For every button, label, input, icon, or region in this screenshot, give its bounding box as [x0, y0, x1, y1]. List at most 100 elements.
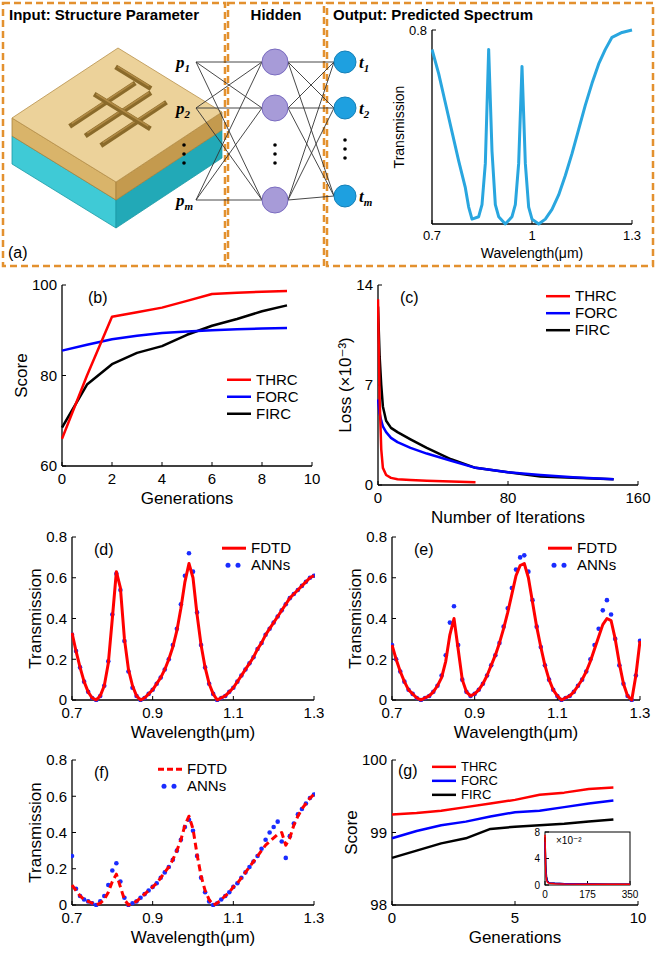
- legend-swatch: [222, 547, 246, 550]
- data-line: [545, 842, 630, 884]
- x-tick: [72, 901, 73, 905]
- y-tick: [392, 577, 396, 578]
- legend-swatch: [432, 794, 456, 797]
- legend-label: ANNs: [187, 777, 226, 794]
- metal-top: [12, 48, 222, 182]
- x-axis-title: Number of Iterations: [431, 508, 585, 527]
- connection: [196, 62, 262, 200]
- data-point: [601, 608, 606, 613]
- x-tick-label: 0.7: [423, 228, 441, 243]
- legend-label: FDTD: [187, 760, 227, 777]
- y-tick: [72, 832, 76, 833]
- x-tick: [112, 462, 113, 466]
- x-axis-title: Generations: [141, 489, 234, 508]
- ellipsis-dot: [273, 161, 277, 165]
- panel-letter: (f): [94, 764, 109, 781]
- y-axis-title: Transmission: [391, 86, 407, 169]
- y-tick-label: 8: [534, 827, 540, 838]
- data-point: [283, 856, 288, 861]
- ellipsis-dot: [343, 147, 347, 151]
- x-tick: [515, 901, 516, 905]
- x-tick: [262, 462, 263, 466]
- ellipsis-dot: [343, 138, 347, 142]
- data-line: [62, 291, 287, 439]
- data-line: [378, 399, 614, 479]
- node-label: tm: [359, 187, 373, 208]
- node-label: p1: [174, 53, 190, 74]
- legend-label: THRC: [461, 759, 497, 774]
- y-tick-label: 0.8: [366, 528, 387, 545]
- slit: [118, 68, 149, 87]
- data-line: [392, 788, 613, 815]
- legend-swatch: [158, 768, 182, 771]
- x-tick-label: 0: [374, 489, 382, 506]
- y-tick-label: 4: [534, 853, 540, 864]
- data-point: [609, 612, 614, 617]
- connection: [196, 62, 262, 108]
- y-tick-label: 0: [365, 476, 373, 493]
- ellipsis-dot: [273, 143, 277, 147]
- x-tick-label: 0.9: [464, 704, 485, 721]
- y-tick: [62, 466, 66, 467]
- hidden-node: [262, 95, 288, 121]
- x-axis: [392, 699, 640, 700]
- y-axis: [431, 30, 432, 224]
- y-tick: [392, 760, 396, 761]
- y-tick-label: 100: [32, 276, 57, 293]
- ellipsis-dot: [343, 156, 347, 160]
- data-line: [62, 328, 287, 351]
- plot-area: [62, 291, 287, 439]
- panel: 05109899100GenerationsScoreTHRCFORCFIRC(…: [342, 751, 646, 947]
- x-axis: [62, 465, 312, 466]
- plot-area: [391, 553, 641, 702]
- legend-swatch: [546, 295, 570, 298]
- x-tick-label: 0.9: [142, 704, 163, 721]
- y-tick: [62, 375, 66, 376]
- slit: [118, 67, 149, 86]
- data-point: [605, 598, 610, 603]
- connection: [196, 62, 262, 63]
- x-tick-label: 4: [158, 470, 166, 487]
- connection: [288, 62, 334, 108]
- x-tick: [474, 696, 475, 700]
- y-axis-title: Transmission: [26, 568, 45, 668]
- x-tick: [152, 696, 153, 700]
- y-tick: [392, 832, 396, 833]
- slit: [87, 93, 148, 134]
- y-tick-label: 0.8: [409, 23, 427, 38]
- x-tick: [212, 462, 213, 466]
- legend-label: FIRC: [575, 321, 610, 338]
- box-title: Output: Predicted Spectrum: [333, 6, 533, 23]
- y-tick-label: 0: [59, 896, 67, 913]
- x-axis-title: Wavelength(μm): [454, 723, 578, 742]
- y-axis-title: Transmission: [346, 568, 365, 668]
- annotation: ×10⁻²: [556, 835, 582, 846]
- y-axis-title: Loss (×10⁻³): [336, 337, 355, 432]
- connection: [196, 62, 262, 108]
- x-tick-label: 10: [630, 909, 647, 926]
- y-tick-label: 0.6: [46, 569, 67, 586]
- inset-frame: [545, 832, 630, 885]
- y-tick-label: 0.2: [46, 651, 67, 668]
- x-tick: [233, 901, 234, 905]
- x-tick-label: 1.3: [304, 704, 325, 721]
- y-tick-label: 98: [370, 896, 387, 913]
- x-tick: [432, 220, 433, 224]
- y-tick-label: 0: [379, 691, 387, 708]
- legend-swatch: [552, 563, 557, 568]
- x-tick: [72, 696, 73, 700]
- y-tick-label: 14: [356, 276, 373, 293]
- y-tick-label: 0.8: [46, 751, 67, 768]
- plot-area: [545, 835, 630, 885]
- ellipsis-dot: [273, 152, 277, 156]
- connection: [196, 108, 262, 109]
- data-point: [518, 555, 523, 560]
- legend-swatch: [162, 784, 167, 789]
- panel-letter: (e): [414, 541, 434, 558]
- ellipsis-dot: [182, 161, 186, 165]
- panel-letter: (c): [400, 289, 419, 306]
- legend-swatch: [236, 563, 241, 568]
- y-tick-label: 60: [40, 457, 57, 474]
- y-tick-label: 0.4: [366, 610, 387, 627]
- x-tick-label: 1.1: [223, 909, 244, 926]
